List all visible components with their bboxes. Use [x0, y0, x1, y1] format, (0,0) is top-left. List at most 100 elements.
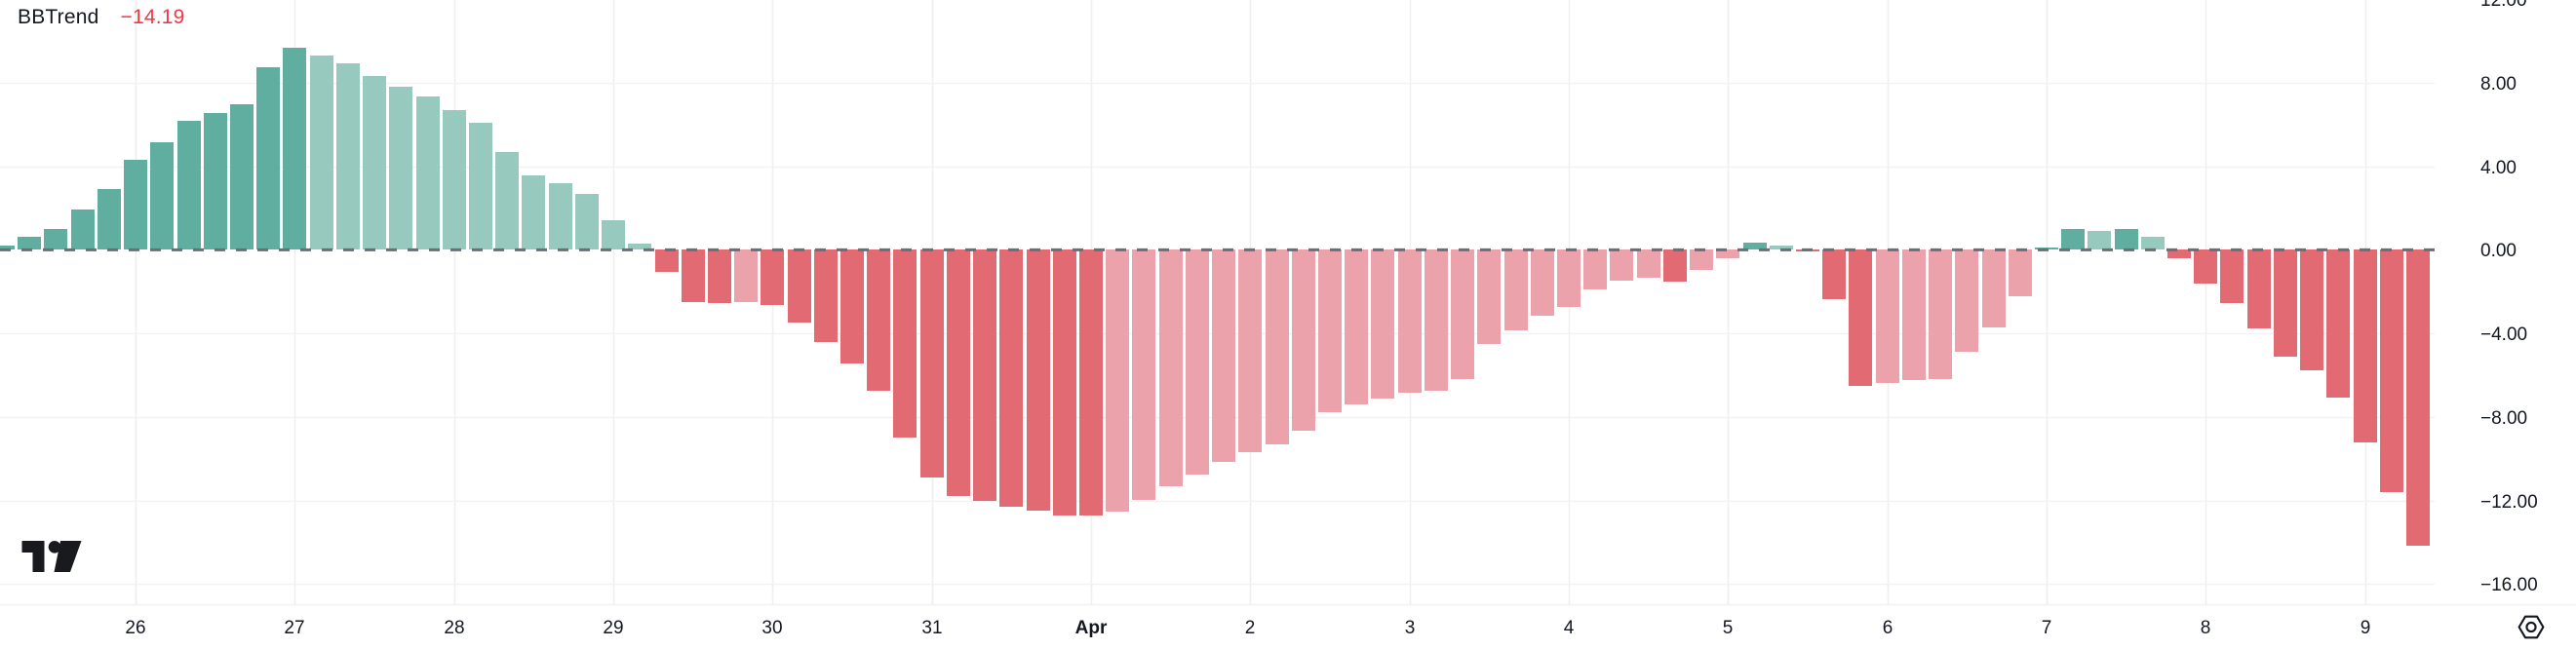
- histogram-bar: [840, 249, 864, 363]
- settings-circle-shape: [2525, 621, 2537, 633]
- histogram-bar: [1106, 249, 1129, 512]
- histogram-bar: [124, 160, 147, 249]
- histogram-bar: [230, 104, 254, 249]
- histogram-bar: [708, 249, 731, 303]
- price-axis-tick-label: 8.00: [2480, 74, 2517, 95]
- histogram-bar: [1345, 249, 1368, 404]
- price-axis-tick-label: 0.00: [2480, 241, 2517, 261]
- histogram-bar: [893, 249, 917, 438]
- histogram-bar: [1663, 249, 1687, 282]
- time-axis-tick-label: 7: [2042, 618, 2052, 638]
- time-axis[interactable]: 26 27 28 29 30 31 Apr 2 3 4 5 6 7 8 9: [125, 618, 2370, 638]
- settings-icon[interactable]: [2517, 613, 2546, 641]
- histogram-bar: [1743, 243, 1767, 249]
- time-axis-tick-label: 31: [921, 618, 942, 638]
- histogram-bar: [1504, 249, 1528, 330]
- histogram-bar: [2300, 249, 2323, 370]
- settings-hexagon-shape: [2517, 615, 2545, 639]
- histogram-bar: [2115, 229, 2138, 249]
- histogram-bar: [177, 121, 201, 249]
- histogram-bar: [256, 67, 280, 249]
- histogram-bar: [575, 194, 599, 249]
- histogram-bar: [1238, 249, 1262, 452]
- histogram-bar: [1822, 249, 1846, 299]
- histogram-bar: [0, 246, 15, 249]
- histogram-bar: [920, 249, 944, 477]
- histogram-bar: [788, 249, 811, 323]
- histogram-bar: [2380, 249, 2403, 492]
- time-axis-tick-label: 28: [444, 618, 464, 638]
- histogram-bar: [1477, 249, 1501, 344]
- histogram-bar: [1557, 249, 1581, 307]
- histogram-bar: [1292, 249, 1315, 431]
- histogram-bar: [98, 189, 121, 249]
- histogram-bar: [1398, 249, 1422, 393]
- time-axis-tick-label: 26: [125, 618, 145, 638]
- histogram-bar: [1212, 249, 1235, 462]
- histogram-bar: [150, 142, 174, 249]
- histogram-bar: [2220, 249, 2244, 303]
- histogram-bar: [1451, 249, 1474, 379]
- indicator-title[interactable]: BBTrend −14.19: [18, 5, 185, 30]
- histogram-bar: [549, 183, 572, 249]
- price-axis-tick-label: −12.00: [2480, 492, 2538, 513]
- histogram-bar: [2141, 237, 2165, 249]
- histogram-bar: [1902, 249, 1926, 380]
- time-axis-tick-label: 8: [2201, 618, 2211, 638]
- histogram-bar: [2194, 249, 2217, 284]
- histogram-bar: [363, 76, 386, 249]
- histogram-bar: [2088, 231, 2111, 249]
- histogram-bar: [1079, 249, 1103, 515]
- histogram-bar: [336, 63, 360, 249]
- histogram-bar: [1531, 249, 1554, 316]
- histogram-bar: [283, 48, 306, 249]
- histogram-bar: [1770, 246, 1793, 249]
- histogram-bar: [2274, 249, 2297, 357]
- histogram-bar: [1876, 249, 1899, 383]
- histogram-bar: [867, 249, 890, 391]
- histogram-bar: [1159, 249, 1183, 486]
- histogram-bar: [1186, 249, 1209, 475]
- histogram-bar: [1425, 249, 1448, 391]
- price-axis-tick-label: −8.00: [2480, 408, 2527, 429]
- histogram-bar: [761, 249, 784, 305]
- histogram-bar: [814, 249, 838, 342]
- time-axis-tick-label: 6: [1883, 618, 1893, 638]
- histogram-bar: [1132, 249, 1155, 500]
- histogram-bar: [44, 229, 67, 249]
- time-axis-tick-label: 27: [284, 618, 304, 638]
- histogram-bar: [2167, 249, 2191, 258]
- price-axis-tick-label: −4.00: [2480, 324, 2527, 345]
- price-axis-tick-label: 4.00: [2480, 158, 2517, 178]
- histogram-bar: [1371, 249, 1394, 399]
- histogram-bar: [495, 152, 519, 249]
- histogram-bar: [310, 56, 333, 249]
- histogram-bar: [2354, 249, 2377, 442]
- histogram-bar: [389, 87, 412, 249]
- histogram-bar: [973, 249, 996, 501]
- histogram-bar: [204, 113, 227, 249]
- histogram-bar: [2406, 249, 2430, 546]
- time-axis-tick-label: 9: [2361, 618, 2371, 638]
- histogram-bar: [2326, 249, 2350, 398]
- histogram-bar: [2247, 249, 2271, 328]
- time-axis-tick-label: 4: [1564, 618, 1575, 638]
- histogram-bar: [1955, 249, 1978, 352]
- indicator-name-label: BBTrend: [18, 6, 99, 28]
- indicator-value-label: −14.19: [120, 6, 185, 28]
- histogram-bar: [1053, 249, 1076, 515]
- price-axis-tick-label: 12.00: [2480, 0, 2527, 11]
- histogram-bar: [1266, 249, 1289, 444]
- histogram-bar: [71, 210, 95, 249]
- time-axis-tick-label: 30: [761, 618, 782, 638]
- histogram-bar: [1318, 249, 1342, 412]
- histogram-bar: [1716, 249, 1739, 258]
- tradingview-logo[interactable]: [21, 541, 82, 572]
- histogram-bar: [2009, 249, 2032, 296]
- histogram-bar: [734, 249, 758, 302]
- histogram-bar: [469, 123, 492, 249]
- price-axis[interactable]: 12.00 8.00 4.00 0.00 −4.00 −8.00 −12.00 −16.00: [2480, 0, 2538, 595]
- histogram-bars: [0, 48, 2430, 546]
